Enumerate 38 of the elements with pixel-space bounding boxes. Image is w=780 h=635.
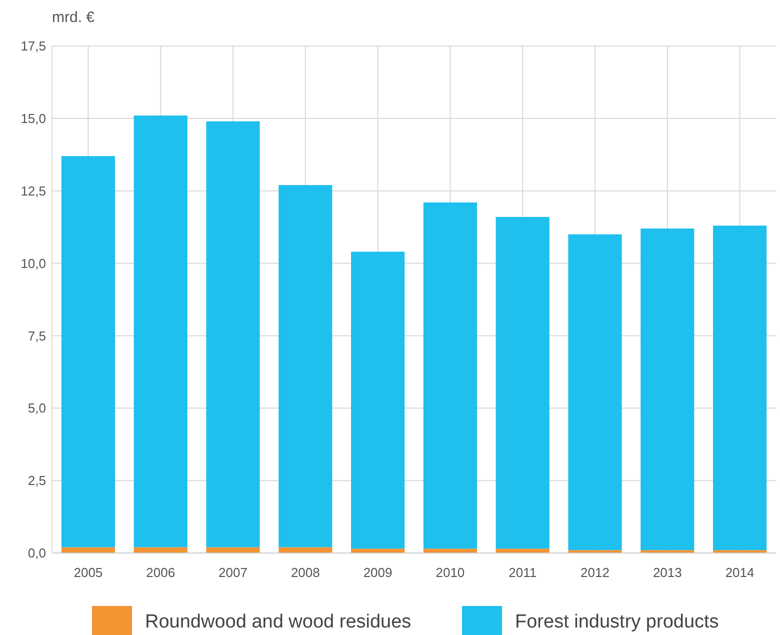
bar	[496, 548, 550, 553]
bar	[278, 185, 332, 548]
x-tick-label: 2009	[363, 565, 392, 580]
x-tick-label: 2014	[725, 565, 754, 580]
bar	[496, 216, 550, 549]
y-tick-label: 7,5	[28, 328, 46, 344]
bar	[423, 202, 477, 549]
bar	[206, 547, 260, 553]
y-tick-label: 10,0	[20, 256, 46, 271]
bar	[713, 226, 767, 550]
bar	[134, 116, 188, 548]
y-tick-label: 0,0	[28, 546, 46, 561]
y-tick-label: 17,5	[20, 38, 46, 54]
x-tick-label: 2008	[290, 565, 320, 580]
x-tick-label: 2011	[508, 565, 537, 580]
y-tick-label: 12,5	[20, 183, 46, 198]
bar	[278, 547, 332, 553]
y-tick-label: 2,5	[28, 473, 46, 488]
bar	[206, 121, 260, 548]
bar	[640, 228, 694, 550]
x-tick-label: 2013	[652, 565, 682, 580]
y-axis-title: mrd. €	[52, 9, 96, 26]
bar	[351, 548, 405, 553]
x-tick-label: 2007	[218, 565, 248, 580]
y-tick-label: 5,0	[28, 400, 46, 416]
bar	[61, 547, 115, 553]
x-tick-label: 2012	[580, 565, 610, 580]
bar	[568, 234, 622, 550]
bar	[351, 252, 405, 549]
x-tick-label: 2010	[436, 565, 465, 580]
x-tick-label: 2006	[146, 565, 176, 580]
bar	[423, 548, 477, 553]
legend-label: Forest industry products	[515, 612, 719, 633]
x-tick-label: 2005	[74, 565, 103, 580]
legend-label: Roundwood and wood residues	[145, 612, 412, 633]
y-tick-label: 15,0	[20, 110, 46, 126]
bar	[61, 156, 115, 548]
bar	[134, 547, 188, 553]
